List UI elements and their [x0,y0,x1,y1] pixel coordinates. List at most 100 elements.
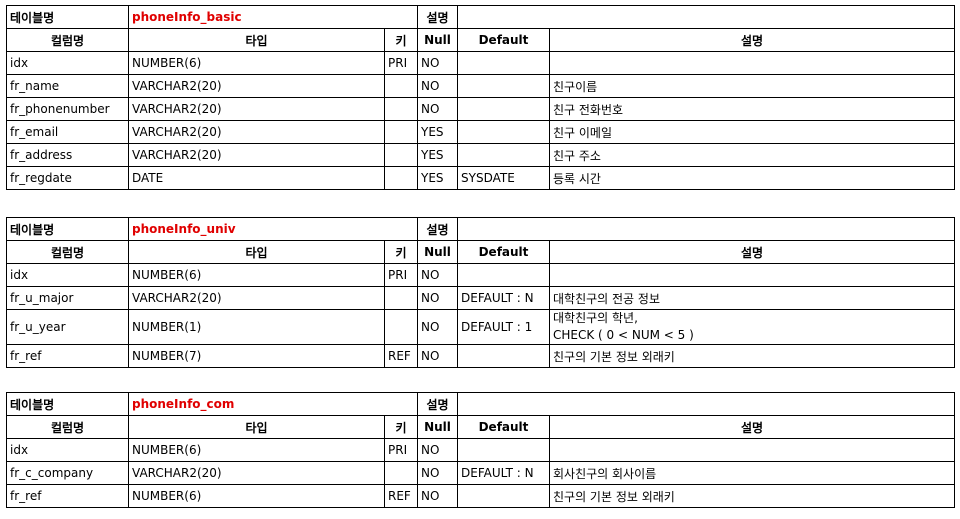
cell-name: idx [6,51,129,75]
col-header-null: Null [417,240,458,264]
table-header-row: 테이블명 phoneInfo_basic 설명 [6,5,955,29]
cell-desc: 등록 시간 [549,166,955,190]
column-header-row: 컬럼명 타입 키 Null Default 설명 [6,28,955,52]
cell-desc [549,263,955,287]
col-header-desc: 설명 [549,240,955,264]
cell-key [384,286,418,310]
cell-key [384,143,418,167]
cell-type: VARCHAR2(20) [128,286,385,310]
cell-name: idx [6,438,129,462]
cell-key [384,97,418,121]
table-description-label: 설명 [417,392,458,416]
cell-name: fr_u_year [6,309,129,345]
cell-desc [549,438,955,462]
cell-desc: 친구 이메일 [549,120,955,144]
cell-desc: 회사친구의 회사이름 [549,461,955,485]
cell-null: NO [417,309,458,345]
cell-key: PRI [384,263,418,287]
schema-table-phoneinfo-com: 테이블명 phoneInfo_com 설명 컬럼명 타입 키 Null Defa… [6,392,955,508]
cell-default: DEFAULT : N [457,461,550,485]
table-description [457,5,955,29]
cell-default: DEFAULT : 1 [457,309,550,345]
table-name: phoneInfo_univ [128,217,418,241]
cell-default [457,74,550,98]
cell-null: NO [417,286,458,310]
col-header-default: Default [457,28,550,52]
cell-key [384,74,418,98]
col-header-null: Null [417,28,458,52]
cell-key [384,309,418,345]
cell-null: NO [417,51,458,75]
table-row: fr_email VARCHAR2(20) YES 친구 이메일 [6,120,955,144]
cell-null: NO [417,97,458,121]
col-header-key: 키 [384,240,418,264]
cell-null: NO [417,344,458,368]
cell-name: fr_c_company [6,461,129,485]
table-name: phoneInfo_basic [128,5,418,29]
table-name-label: 테이블명 [6,217,129,241]
cell-type: NUMBER(7) [128,344,385,368]
table-description-label: 설명 [417,5,458,29]
cell-default [457,263,550,287]
cell-desc: 친구 주소 [549,143,955,167]
cell-null: NO [417,484,458,508]
col-header-key: 키 [384,415,418,439]
cell-null: NO [417,263,458,287]
cell-type: VARCHAR2(20) [128,74,385,98]
table-row: fr_u_year NUMBER(1) NO DEFAULT : 1 대학친구의… [6,309,955,345]
schema-table-phoneinfo-basic: 테이블명 phoneInfo_basic 설명 컬럼명 타입 키 Null De… [6,5,955,190]
cell-null: NO [417,461,458,485]
cell-type: NUMBER(6) [128,438,385,462]
table-row: fr_phonenumber VARCHAR2(20) NO 친구 전화번호 [6,97,955,121]
cell-default [457,97,550,121]
col-header-type: 타입 [128,240,385,264]
cell-default [457,438,550,462]
cell-type: NUMBER(6) [128,51,385,75]
cell-key [384,166,418,190]
table-row: fr_c_company VARCHAR2(20) NO DEFAULT : N… [6,461,955,485]
col-header-type: 타입 [128,28,385,52]
table-row: idx NUMBER(6) PRI NO [6,438,955,462]
cell-name: fr_u_major [6,286,129,310]
cell-name: fr_phonenumber [6,97,129,121]
cell-default [457,484,550,508]
column-header-row: 컬럼명 타입 키 Null Default 설명 [6,415,955,439]
cell-type: VARCHAR2(20) [128,97,385,121]
cell-desc: 친구의 기본 정보 외래키 [549,344,955,368]
cell-type: NUMBER(1) [128,309,385,345]
cell-key [384,461,418,485]
cell-desc: 대학친구의 학년, CHECK ( 0 < NUM < 5 ) [549,309,955,345]
cell-desc: 대학친구의 전공 정보 [549,286,955,310]
cell-desc-line-2: CHECK ( 0 < NUM < 5 ) [553,328,694,342]
table-name-label: 테이블명 [6,5,129,29]
col-header-name: 컬럼명 [6,240,129,264]
cell-null: YES [417,143,458,167]
cell-type: NUMBER(6) [128,263,385,287]
table-description [457,217,955,241]
cell-key: PRI [384,51,418,75]
cell-null: YES [417,120,458,144]
col-header-name: 컬럼명 [6,28,129,52]
table-row: idx NUMBER(6) PRI NO [6,51,955,75]
table-header-row: 테이블명 phoneInfo_com 설명 [6,392,955,416]
cell-name: fr_address [6,143,129,167]
table-row: fr_ref NUMBER(7) REF NO 친구의 기본 정보 외래키 [6,344,955,368]
cell-default: SYSDATE [457,166,550,190]
table-row: fr_address VARCHAR2(20) YES 친구 주소 [6,143,955,167]
cell-null: NO [417,74,458,98]
table-description [457,392,955,416]
table-row: fr_regdate DATE YES SYSDATE 등록 시간 [6,166,955,190]
cell-name: fr_email [6,120,129,144]
cell-null: YES [417,166,458,190]
col-header-name: 컬럼명 [6,415,129,439]
cell-name: idx [6,263,129,287]
col-header-key: 키 [384,28,418,52]
column-header-row: 컬럼명 타입 키 Null Default 설명 [6,240,955,264]
cell-default [457,51,550,75]
cell-default [457,120,550,144]
schema-table-phoneinfo-univ: 테이블명 phoneInfo_univ 설명 컬럼명 타입 키 Null Def… [6,217,955,368]
cell-type: VARCHAR2(20) [128,120,385,144]
cell-default [457,143,550,167]
cell-default [457,344,550,368]
cell-name: fr_ref [6,484,129,508]
